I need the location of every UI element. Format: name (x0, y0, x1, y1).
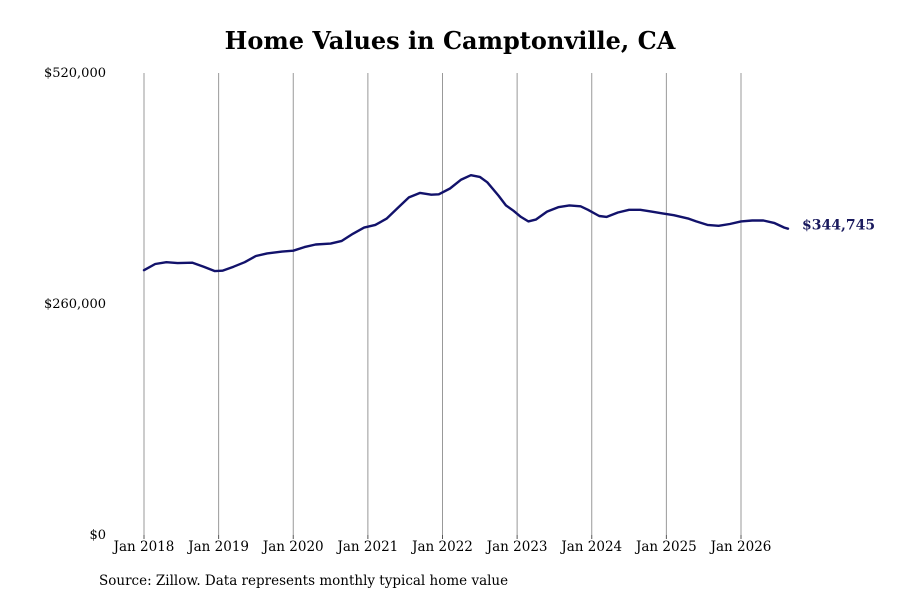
x-tick-label-2: Jan 2020 (261, 539, 324, 555)
y-axis-ticks: $0 $260,000 $520,000 (44, 66, 106, 543)
y-tick-label-0: $0 (89, 528, 106, 543)
end-value-label: $344,745 (802, 218, 875, 234)
x-tick-label-4: Jan 2022 (410, 539, 473, 555)
source-note: Source: Zillow. Data represents monthly … (99, 573, 509, 589)
y-tick-label-1: $260,000 (44, 297, 106, 312)
x-tick-label-5: Jan 2023 (485, 539, 548, 555)
series-line-home-value (142, 174, 790, 273)
y-tick-label-2: $520,000 (44, 66, 106, 81)
chart-title: Home Values in Camptonville, CA (224, 26, 676, 55)
grid-lines (143, 73, 742, 535)
x-axis-ticks: Jan 2018 Jan 2019 Jan 2020 Jan 2021 Jan 2022… (112, 535, 772, 555)
x-tick-label-8: Jan 2026 (709, 539, 772, 555)
x-tick-label-7: Jan 2025 (634, 539, 697, 555)
x-tick-label-6: Jan 2024 (559, 539, 622, 555)
x-tick-label-3: Jan 2021 (335, 539, 398, 555)
x-tick-label-1: Jan 2019 (186, 539, 249, 555)
x-tick-label-0: Jan 2018 (112, 539, 175, 555)
